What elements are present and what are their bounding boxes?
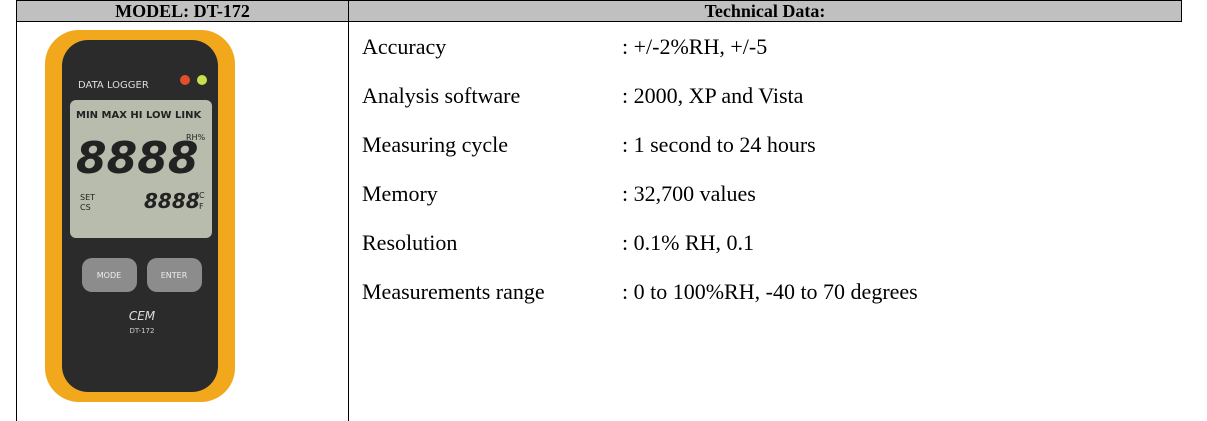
lcd-set: SET	[80, 193, 95, 202]
row-value: : 0 to 100%RH, -40 to 70 degrees	[622, 279, 918, 304]
row-value: : 0.1% RH, 0.1	[622, 230, 754, 255]
row-label: Memory	[362, 181, 438, 206]
row-value: : 2000, XP and Vista	[622, 83, 804, 108]
led-green	[197, 75, 207, 85]
row-label: Resolution	[362, 230, 458, 255]
led-red	[180, 75, 190, 85]
row-label: Accuracy	[362, 34, 447, 59]
lcd	[70, 100, 212, 238]
row-label: Analysis software	[362, 83, 521, 108]
technical-header: Technical Data:	[348, 0, 1182, 22]
enter-button	[147, 258, 202, 292]
row-label: Measuring cycle	[362, 132, 508, 157]
lcd-temp-digits: 8888	[144, 189, 200, 213]
left-border	[16, 0, 17, 421]
mode-button	[82, 258, 137, 292]
column-divider	[348, 0, 349, 421]
row-value: : 32,700 values	[622, 181, 756, 206]
model-header: MODEL: DT-172	[16, 0, 349, 22]
row-value: : +/-2%RH, +/-5	[622, 34, 768, 59]
lcd-cs: CS	[80, 203, 91, 212]
model-plate: DT-172	[130, 327, 155, 335]
mode-button-label: MODE	[97, 271, 121, 280]
row-value: : 1 second to 24 hours	[622, 132, 816, 157]
lcd-rh-unit: RH%	[186, 133, 206, 142]
lcd-celsius: °C	[195, 191, 205, 200]
lcd-fahrenheit: °F	[195, 202, 204, 211]
lcd-main-digits: 8888	[76, 133, 198, 184]
lcd-modes: MIN MAX HI LOW LINK	[76, 110, 202, 121]
enter-button-label: ENTER	[161, 271, 188, 280]
device-image: DATA LOGGER MIN MAX HI LOW LINK 8888 RH%…	[45, 30, 235, 402]
logo: CEM	[129, 309, 156, 323]
device-label: DATA LOGGER	[78, 80, 149, 91]
row-label: Measurements range	[362, 279, 545, 304]
